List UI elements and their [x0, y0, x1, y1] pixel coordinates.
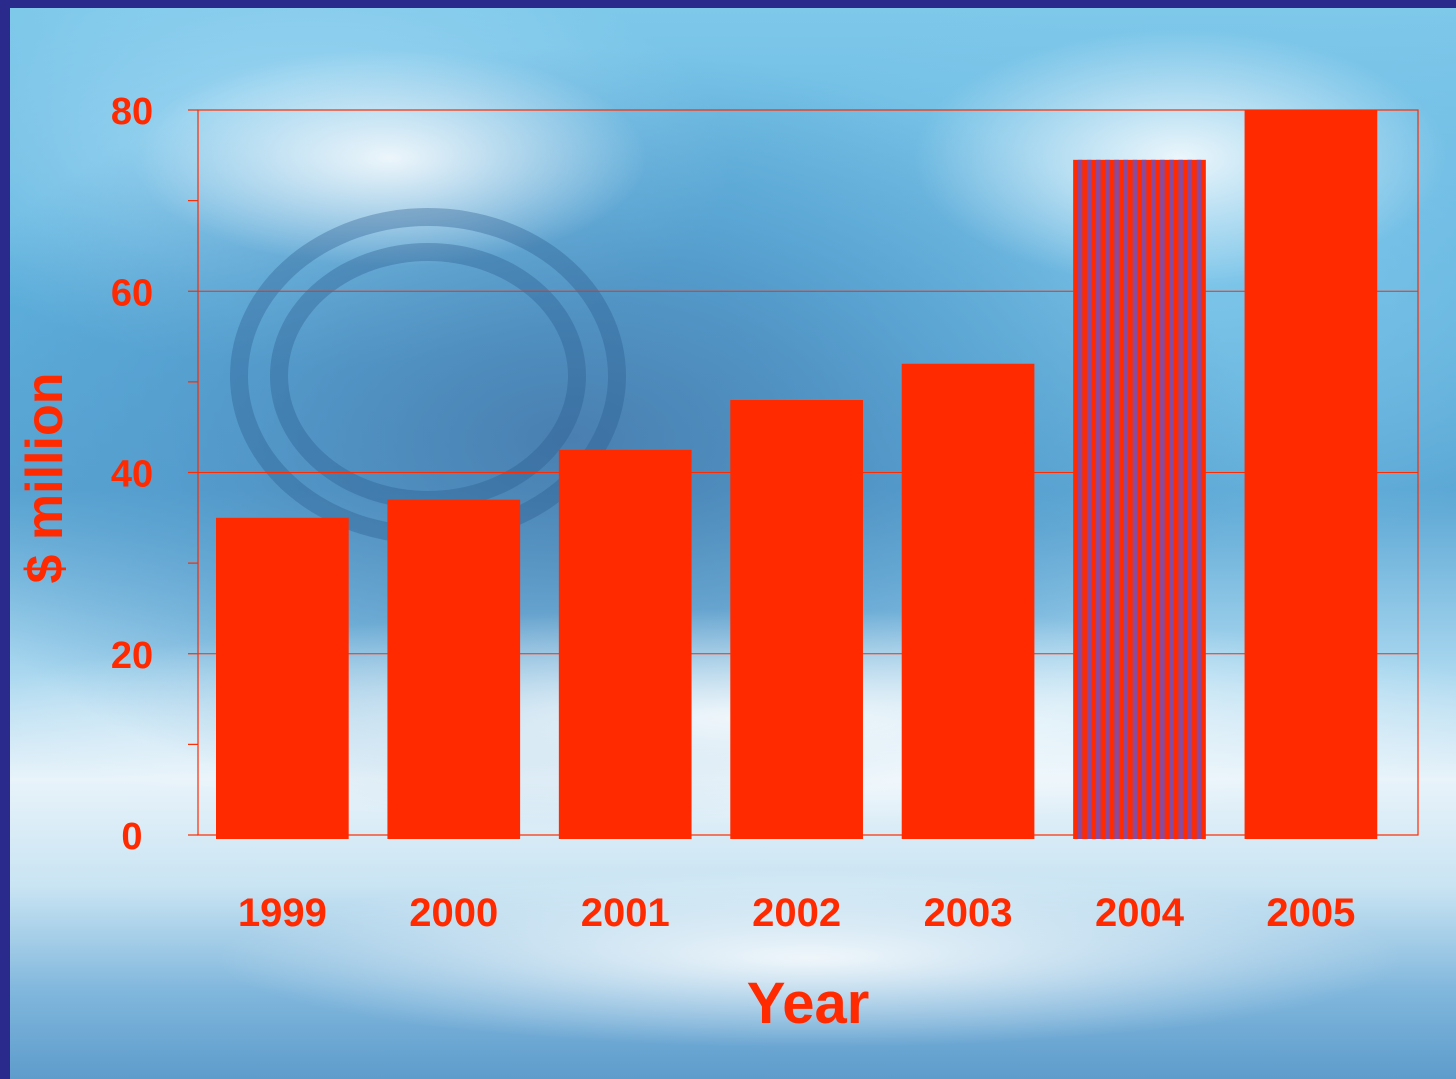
bar: [901, 363, 1035, 839]
bar-1999: [216, 517, 349, 839]
x-tick-label: 2001: [581, 891, 670, 935]
y-tick-label: 40: [111, 454, 153, 496]
bar: [558, 449, 692, 839]
bar-stripe: [1150, 159, 1156, 839]
x-axis-label: Year: [747, 971, 870, 1036]
bar-stripe: [1105, 159, 1110, 839]
bar-stripe: [1077, 159, 1083, 839]
bar: [387, 499, 521, 839]
bar: [1244, 110, 1378, 839]
bar-2004: [1073, 159, 1206, 839]
bar-stripe: [1169, 159, 1174, 839]
bar-stripe: [1096, 159, 1101, 839]
bar-2001: [558, 449, 692, 839]
x-tick-label: 2003: [924, 891, 1013, 935]
bar-stripe: [1123, 159, 1129, 839]
bar-stripe: [1178, 159, 1183, 839]
bar-2003: [901, 363, 1035, 839]
bar-stripe: [1187, 159, 1193, 839]
x-tick-label: 2000: [409, 891, 498, 935]
bar-stripe: [1160, 159, 1165, 839]
bar-2005: [1244, 110, 1378, 839]
y-tick-label: 60: [111, 272, 153, 314]
y-axis-ticks: [188, 109, 198, 836]
bar-2000: [387, 499, 521, 839]
bar-2002: [730, 400, 863, 839]
bar: [216, 517, 349, 839]
y-tick-label: 80: [111, 91, 153, 133]
bar-stripe: [1132, 159, 1138, 839]
x-tick-label: 1999: [238, 891, 327, 935]
bar-stripe: [1114, 159, 1119, 839]
y-tick-label: 20: [111, 635, 153, 677]
bar: [730, 400, 863, 839]
x-tick-label: 2002: [752, 891, 841, 935]
bar-stripe: [1086, 159, 1092, 839]
x-tick-label: 2005: [1266, 891, 1355, 935]
y-tick-label: 0: [121, 816, 142, 858]
x-tick-label: 2004: [1095, 891, 1185, 935]
y-axis-label: $ million: [16, 373, 74, 584]
bars: [216, 110, 1378, 839]
bar-stripe: [1196, 159, 1202, 839]
bar-stripe: [1141, 159, 1147, 839]
x-tick-labels: 1999 2000 2001 2002 2003 2004 2005: [238, 891, 1356, 935]
bar: [1073, 159, 1206, 839]
y-tick-labels: 0 20 40 60 80: [111, 91, 153, 858]
